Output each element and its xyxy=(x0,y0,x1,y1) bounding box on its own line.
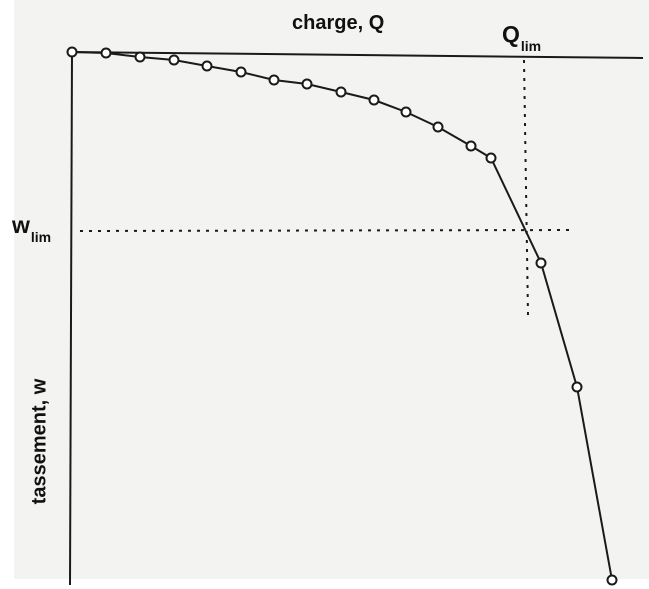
load-axis-label: charge, Q xyxy=(292,12,385,34)
settlement-axis xyxy=(69,51,73,586)
measurement-points xyxy=(66,46,618,586)
q-lim-symbol: Q xyxy=(502,21,520,47)
measurement-point xyxy=(100,47,112,59)
measurement-point xyxy=(201,60,213,72)
w-lim-label: wlim xyxy=(12,212,51,245)
measurement-point xyxy=(485,152,497,164)
measurement-point xyxy=(368,94,380,106)
measurement-point xyxy=(606,574,618,586)
measurement-point xyxy=(235,66,247,78)
left-margin-band xyxy=(0,0,14,589)
w-lim-subscript: lim xyxy=(30,229,52,245)
measurement-point xyxy=(465,140,477,152)
measurement-point xyxy=(571,381,583,393)
measurement-point xyxy=(301,78,313,90)
measurement-point xyxy=(66,46,78,58)
measurement-point xyxy=(168,54,180,66)
settlement-axis-label: tassement, w xyxy=(28,378,51,505)
measurement-point xyxy=(335,86,347,98)
measurement-point xyxy=(535,257,547,269)
q-lim-label: Qlim xyxy=(502,21,541,54)
bottom-margin-band xyxy=(0,579,649,589)
q-lim-reference-line xyxy=(523,59,529,316)
load-settlement-curve xyxy=(71,51,613,581)
measurement-point xyxy=(134,51,146,63)
measurement-point xyxy=(400,106,412,118)
w-lim-reference-line xyxy=(79,229,576,232)
q-lim-subscript: lim xyxy=(520,38,542,54)
measurement-point xyxy=(432,121,444,133)
w-lim-symbol: w xyxy=(12,212,30,238)
load-axis xyxy=(71,51,644,59)
measurement-point xyxy=(268,74,280,86)
